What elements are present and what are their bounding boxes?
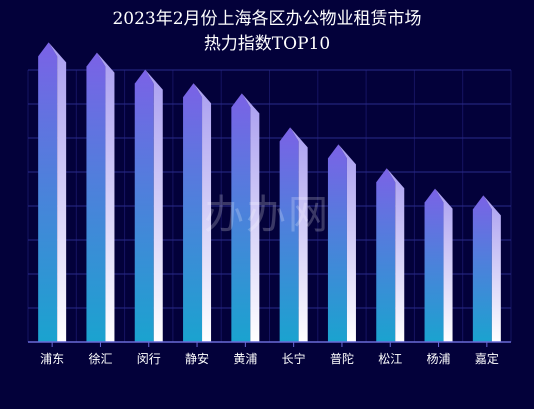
bar-嘉定 [472, 195, 501, 342]
x-tick-label: 长宁 [282, 351, 306, 366]
x-tick-label: 徐汇 [88, 351, 112, 366]
bar-浦东 [38, 42, 67, 343]
bar-长宁 [279, 127, 308, 343]
bar-highlight [241, 93, 260, 343]
bar-body [424, 188, 444, 342]
bar-highlight [193, 83, 212, 342]
bar-highlight [483, 195, 501, 342]
bars [38, 42, 501, 343]
bar-body [327, 144, 347, 342]
bar-highlight [96, 52, 115, 342]
x-tick-label: 静安 [185, 351, 209, 366]
bar-body [86, 52, 106, 342]
bar-黄浦 [231, 93, 260, 343]
bar-highlight [338, 144, 356, 342]
chart-title-line-1: 2023年2月份上海各区办公物业租赁市场 [112, 9, 422, 29]
x-tick-label: 黄浦 [233, 352, 257, 366]
bar-杨浦 [424, 188, 453, 342]
x-tick-labels: 浦东 徐汇 闵行 静安 黄浦 长宁 普陀 松江 杨浦 嘉定 [40, 342, 499, 366]
x-tick-label: 闵行 [137, 351, 161, 366]
bar-松江 [376, 168, 405, 342]
bar-body [279, 127, 299, 343]
x-tick-label: 浦东 [40, 352, 64, 366]
bar-body [231, 93, 251, 343]
bar-highlight [48, 42, 67, 343]
bar-highlight [386, 168, 405, 342]
bar-body [183, 83, 203, 342]
bar-body [376, 168, 396, 342]
watermark-text: 办办网 [204, 192, 330, 238]
x-tick-label: 普陀 [330, 351, 354, 366]
bar-徐汇 [86, 52, 115, 342]
x-tick-label: 杨浦 [427, 351, 451, 366]
bar-body [38, 42, 58, 343]
bar-普陀 [327, 144, 356, 342]
bar-静安 [183, 83, 212, 342]
chart-title-line-2: 热力指数TOP10 [203, 34, 331, 54]
bar-highlight [145, 69, 163, 342]
x-tick-label: 松江 [378, 352, 402, 366]
x-tick-label: 嘉定 [475, 351, 499, 366]
bar-闵行 [134, 69, 163, 342]
bar-body [134, 69, 154, 342]
bar-highlight [435, 188, 453, 342]
bar-body [472, 195, 492, 342]
bar-highlight [290, 127, 308, 343]
